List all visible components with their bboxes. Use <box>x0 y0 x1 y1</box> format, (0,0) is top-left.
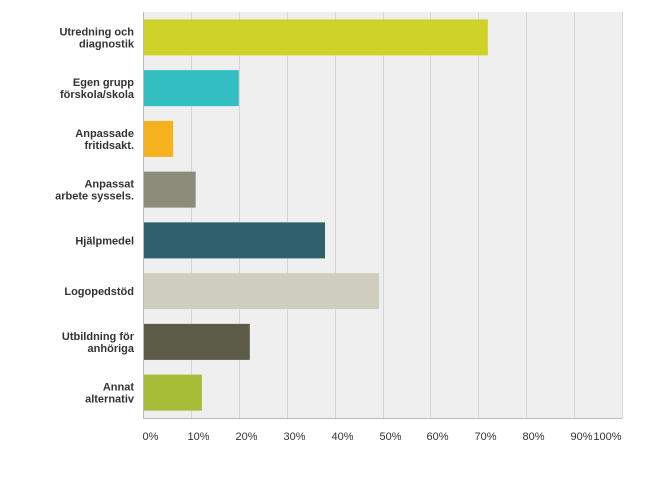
category-label: Logopedstöd <box>64 286 134 298</box>
x-tick-label: 90% <box>570 431 592 443</box>
bar <box>144 70 239 107</box>
x-tick-label: 30% <box>283 431 305 443</box>
category-label: Anpassade fritidsakt. <box>75 128 134 152</box>
bar <box>144 120 174 157</box>
bar <box>144 222 326 259</box>
x-tick-label: 80% <box>522 431 544 443</box>
category-label: Utbildning för anhöriga <box>62 331 135 355</box>
x-tick-labels: 0% 10% 20% 30% 40% 50% 60% 70% 80% 90% 100% <box>143 431 622 443</box>
x-tick-label: 50% <box>379 431 401 443</box>
x-tick-label: 40% <box>331 431 353 443</box>
bar <box>144 171 196 208</box>
x-tick-label: 70% <box>474 431 496 443</box>
bar <box>144 273 380 310</box>
bar <box>144 323 250 360</box>
bar <box>144 374 202 411</box>
category-labels: Utredning och diagnostik Egen grupp förskol… <box>55 26 135 405</box>
category-label: Egen grupp förskola/skola <box>60 77 135 101</box>
x-tick-label: 10% <box>187 431 209 443</box>
x-tick-label: 0% <box>143 431 159 443</box>
bars <box>144 19 488 411</box>
category-label: Utredning och diagnostik <box>59 26 134 50</box>
bar <box>144 19 488 56</box>
x-tick-label: 60% <box>426 431 448 443</box>
category-label: Anpassat arbete syssels. <box>55 179 134 203</box>
gridlines <box>191 12 623 418</box>
category-label: Hjälpmedel <box>75 235 134 247</box>
x-tick-label: 100% <box>593 431 621 443</box>
x-tick-label: 20% <box>235 431 257 443</box>
category-label: Annat alternativ <box>85 382 135 406</box>
